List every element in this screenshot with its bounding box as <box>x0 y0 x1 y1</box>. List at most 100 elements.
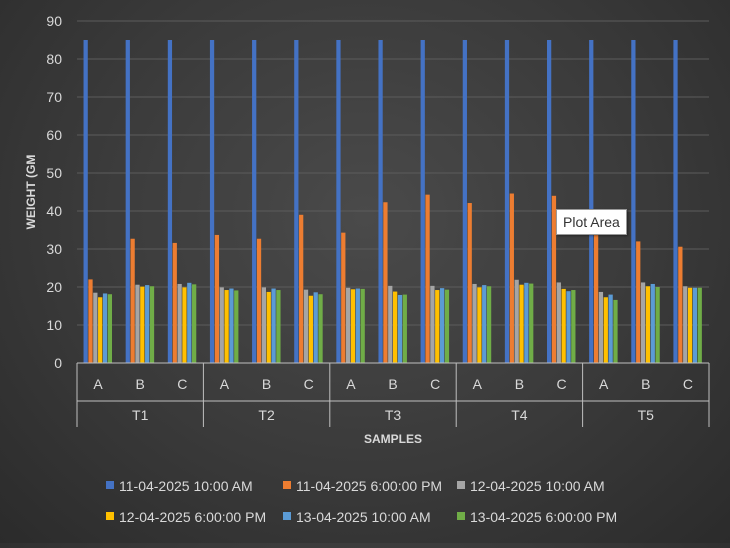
legend: 11-04-2025 10:00 AM 11-04-2025 6:00:00 PM… <box>106 478 617 525</box>
category-label: B <box>136 376 145 392</box>
axes: 0 10 20 30 40 50 60 70 80 90 A B C T1 A B C T2 A B C T3 A B C T4 A… <box>24 13 710 446</box>
bar <box>341 232 346 363</box>
bar <box>462 40 467 363</box>
bar <box>252 40 257 363</box>
bar <box>192 284 197 363</box>
bar <box>388 285 393 363</box>
bar <box>378 40 383 363</box>
bar <box>631 40 636 363</box>
bar <box>524 282 529 363</box>
bar <box>125 40 130 363</box>
category-label: C <box>304 376 314 392</box>
bar <box>514 279 519 363</box>
category-label: B <box>515 376 524 392</box>
category-label: A <box>599 376 609 392</box>
gridlines <box>77 20 709 326</box>
bar <box>561 288 566 363</box>
bar <box>477 287 482 363</box>
category-label: B <box>262 376 271 392</box>
category-label: A <box>473 376 483 392</box>
bar <box>266 291 271 363</box>
bar <box>149 286 155 363</box>
bar <box>613 299 618 363</box>
bar <box>360 288 365 363</box>
bar <box>402 294 407 363</box>
legend-label: 11-04-2025 10:00 AM <box>119 478 253 494</box>
bar <box>229 288 234 363</box>
y-tick-label: 30 <box>46 241 62 257</box>
category-label: C <box>177 376 187 392</box>
bar <box>336 40 341 363</box>
legend-swatch <box>283 481 291 489</box>
bar <box>509 193 514 363</box>
category-label: A <box>220 376 230 392</box>
bar <box>673 40 678 363</box>
bar <box>224 290 229 363</box>
y-tick-label: 20 <box>46 279 62 295</box>
bar <box>276 290 281 363</box>
bar <box>603 297 608 363</box>
y-tick-label: 80 <box>46 51 62 67</box>
y-tick-label: 0 <box>54 355 62 371</box>
bar <box>547 40 552 363</box>
bar <box>93 292 98 363</box>
y-tick-label: 50 <box>46 165 62 181</box>
category-label: A <box>346 376 356 392</box>
bar <box>234 290 239 363</box>
bar <box>177 283 182 363</box>
bar <box>593 222 599 363</box>
bar <box>683 286 688 363</box>
bar <box>444 289 450 363</box>
bar <box>598 291 604 363</box>
bar <box>313 292 318 363</box>
y-tick-label: 40 <box>46 203 62 219</box>
bar <box>256 238 262 363</box>
bar <box>529 283 534 363</box>
bar <box>393 291 398 363</box>
bar <box>140 286 145 363</box>
bar <box>167 40 173 363</box>
bar <box>687 287 693 363</box>
bar <box>107 294 113 363</box>
bar <box>299 214 304 363</box>
category-label: B <box>641 376 650 392</box>
bar <box>271 288 276 363</box>
bar <box>650 283 655 363</box>
legend-label: 13-04-2025 10:00 AM <box>296 509 431 525</box>
bar <box>346 287 351 363</box>
bar <box>130 238 135 363</box>
plot-area-tooltip: Plot Area <box>556 209 627 235</box>
group-label: T5 <box>638 407 655 423</box>
bar <box>636 241 641 363</box>
bar <box>608 294 613 363</box>
group-label: T1 <box>132 407 149 423</box>
legend-swatch <box>283 512 291 520</box>
legend-label: 12-04-2025 10:00 AM <box>470 478 605 494</box>
group-label: T3 <box>385 407 402 423</box>
bar <box>566 291 571 363</box>
group-label: T2 <box>258 407 275 423</box>
bar <box>425 194 430 363</box>
bar <box>504 40 510 363</box>
bar <box>645 286 651 363</box>
bar <box>350 289 356 363</box>
category-label: B <box>388 376 397 392</box>
bar <box>397 294 403 363</box>
bar <box>556 282 561 363</box>
legend-label: 11-04-2025 6:00:00 PM <box>296 478 442 494</box>
bar <box>294 40 299 363</box>
y-tick-label: 60 <box>46 127 62 143</box>
bar <box>430 285 435 363</box>
bar <box>383 202 388 363</box>
legend-label: 13-04-2025 6:00:00 PM <box>470 509 617 525</box>
bar <box>571 290 576 363</box>
x-axis-title: SAMPLES <box>364 432 422 446</box>
bar <box>435 290 440 363</box>
legend-swatch <box>457 481 465 489</box>
category-label: C <box>556 376 566 392</box>
bar <box>519 284 524 363</box>
bar <box>172 242 177 363</box>
legend-swatch <box>106 481 114 489</box>
